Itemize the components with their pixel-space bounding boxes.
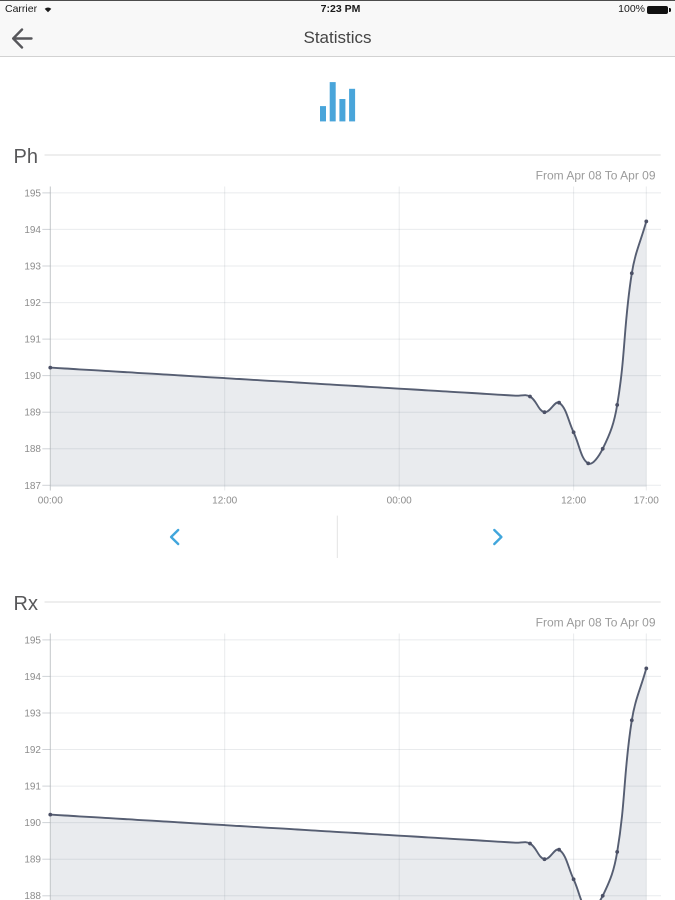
svg-text:192: 192	[24, 745, 41, 756]
svg-text:189: 189	[24, 855, 41, 866]
svg-text:187: 187	[24, 481, 41, 492]
svg-text:00:00: 00:00	[387, 495, 412, 506]
svg-text:12:00: 12:00	[561, 495, 586, 506]
svg-text:188: 188	[24, 891, 41, 900]
svg-text:192: 192	[24, 298, 41, 309]
svg-text:From Apr 08 To Apr 09: From Apr 08 To Apr 09	[536, 616, 656, 630]
svg-text:Rx: Rx	[14, 593, 38, 615]
svg-text:194: 194	[24, 672, 41, 683]
svg-text:193: 193	[24, 709, 41, 720]
svg-text:190: 190	[24, 371, 41, 382]
svg-text:193: 193	[24, 262, 41, 273]
svg-text:189: 189	[24, 408, 41, 419]
svg-text:195: 195	[24, 635, 41, 646]
svg-text:12:00: 12:00	[212, 495, 237, 506]
svg-text:191: 191	[24, 335, 41, 346]
svg-text:00:00: 00:00	[38, 495, 63, 506]
svg-text:191: 191	[24, 782, 41, 793]
svg-text:17:00: 17:00	[634, 495, 659, 506]
svg-text:194: 194	[24, 225, 41, 236]
svg-text:From Apr 08 To Apr 09: From Apr 08 To Apr 09	[536, 169, 656, 183]
svg-text:195: 195	[24, 188, 41, 199]
svg-text:Ph: Ph	[14, 146, 38, 168]
svg-text:188: 188	[24, 444, 41, 455]
svg-text:190: 190	[24, 818, 41, 829]
